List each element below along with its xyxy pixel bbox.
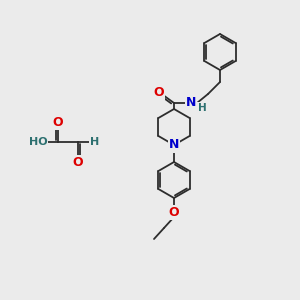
Text: N: N xyxy=(169,139,179,152)
Text: O: O xyxy=(154,85,164,98)
Text: HO: HO xyxy=(29,137,47,147)
Text: O: O xyxy=(53,116,63,128)
Text: H: H xyxy=(198,103,206,113)
Text: O: O xyxy=(169,206,179,218)
Text: H: H xyxy=(90,137,100,147)
Text: O: O xyxy=(73,155,83,169)
Text: N: N xyxy=(186,97,196,110)
